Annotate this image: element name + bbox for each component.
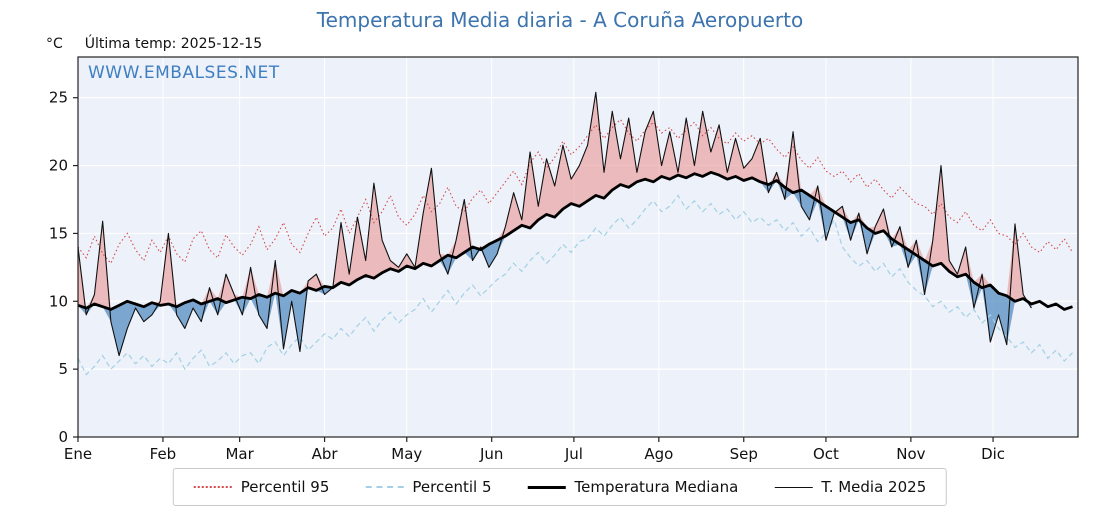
chart-legend: Percentil 95 Percentil 5 Temperatura Med…	[172, 468, 948, 506]
x-tick-label: Feb	[150, 445, 177, 463]
last-temp-label: Última temp: 2025-12-15	[84, 36, 263, 52]
percentil5-line-icon	[365, 486, 404, 488]
x-tick-label: Sep	[730, 445, 758, 463]
y-axis-unit-label: °C	[46, 36, 63, 52]
legend-item-percentil5: Percentil 5	[365, 478, 491, 496]
x-tick-label: Jun	[479, 445, 503, 463]
x-tick-label: Nov	[896, 445, 925, 463]
legend-label-percentil5: Percentil 5	[412, 478, 492, 496]
x-tick-label: Abr	[312, 445, 339, 463]
y-tick-label: 25	[49, 89, 68, 107]
mediana-line	[77, 170, 1073, 311]
watermark: WWW.EMBALSES.NET	[88, 63, 280, 83]
axis-header: °C Última temp: 2025-12-15	[46, 36, 262, 52]
x-tick-label: Jul	[564, 445, 583, 463]
x-tick-label: Ene	[64, 445, 92, 463]
legend-item-percentil95: Percentil 95	[193, 478, 330, 496]
x-tick-label: Oct	[813, 445, 839, 463]
legend-label-percentil95: Percentil 95	[240, 478, 330, 496]
percentil5-line	[77, 194, 1073, 376]
plot-area	[78, 57, 1078, 437]
legend-item-mediana: Temperatura Mediana	[527, 478, 738, 496]
percentil95-line-icon	[193, 486, 232, 488]
legend-item-tmedia2025: T. Media 2025	[774, 478, 926, 496]
y-tick-label: 20	[49, 157, 68, 175]
mediana-line-icon	[527, 485, 566, 489]
x-tick-label: Ago	[644, 445, 673, 463]
page-title: Temperatura Media diaria - A Coruña Aero…	[316, 8, 804, 32]
y-tick-label: 5	[58, 360, 68, 378]
y-tick-label: 15	[49, 224, 68, 242]
legend-label-tmedia2025: T. Media 2025	[821, 478, 927, 496]
y-tick-label: 10	[49, 292, 68, 310]
x-tick-label: Dic	[981, 445, 1005, 463]
plot-border	[77, 56, 1079, 438]
x-tick-label: May	[391, 445, 422, 463]
x-tick-label: Mar	[225, 445, 254, 463]
y-tick-label: 0	[58, 428, 68, 446]
legend-label-mediana: Temperatura Mediana	[574, 478, 739, 496]
tmedia2025-line	[77, 91, 1032, 357]
tmedia2025-line-icon	[774, 486, 813, 488]
